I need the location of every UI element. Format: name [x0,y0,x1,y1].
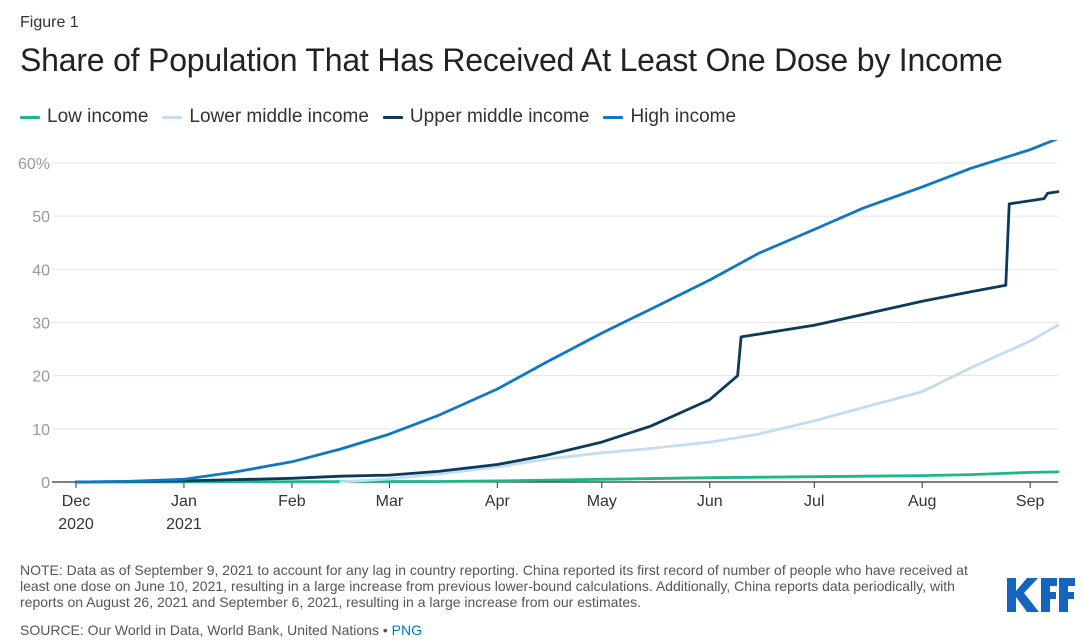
x-tick-label-sep: Sep [1016,493,1045,510]
y-tick-label-10: 10 [32,422,50,439]
x-tick-label-jan: Jan [171,493,197,510]
x-tick-label-jun: Jun [697,493,723,510]
x-tick-label-dec: Dec [62,493,90,510]
x-tick-label-apr: Apr [485,493,511,510]
x-tick-label-feb: Feb [278,493,306,510]
series-line-lower-middle-income [339,323,1060,484]
legend-item-upper-middle-income: Upper middle income [382,106,590,128]
chart-plot: 0 10 20 30 40 50 60% Dec 2020 Jan 2021 Feb Mar Apr May… [18,140,1060,533]
y-tick-label-60: 60% [18,156,50,173]
y-tick-label-50: 50 [32,209,50,226]
legend-label-upper-middle-income: Upper middle income [409,106,590,127]
series-line-low-income [74,470,1060,484]
png-download-link[interactable]: PNG [391,622,422,638]
x-tick-label-aug: Aug [908,493,936,510]
legend-swatch-high-income [603,115,624,119]
y-tick-label-40: 40 [32,262,50,279]
y-tick-label-30: 30 [32,316,50,333]
legend-item-high-income: High income [603,106,736,128]
x-tick-label-mar: Mar [376,493,404,510]
x-tick-year-2021: 2021 [166,516,202,533]
legend-swatch-upper-middle-income [382,115,403,119]
legend-swatch-low-income [20,115,40,119]
x-tick-label-may: May [587,493,617,510]
series-line-upper-middle-income [74,190,1060,484]
kff-logo [1007,578,1075,612]
source-text: SOURCE: Our World in Data, World Bank, U… [20,622,388,638]
chart-note: NOTE: Data as of September 9, 2021 to ac… [20,562,968,610]
legend-item-lower-middle-income: Lower middle income [162,106,369,128]
legend-item-low-income: Low income [20,106,148,128]
y-tick-label-0: 0 [41,475,50,492]
series-line-high-income [74,140,1059,484]
chart-source: SOURCE: Our World in Data, World Bank, U… [20,622,422,638]
legend-label-low-income: Low income [47,106,149,127]
legend-label-high-income: High income [630,106,737,127]
chart-title: Share of Population That Has Received At… [20,42,1003,78]
chart-legend: Low income Lower middle income Upper mid… [20,106,750,128]
y-tick-label-20: 20 [32,369,50,386]
figure-label: Figure 1 [20,14,79,31]
x-tick-label-jul: Jul [804,493,824,510]
x-tick-year-2020: 2020 [58,516,94,533]
legend-swatch-lower-middle-income [162,115,183,119]
legend-label-lower-middle-income: Lower middle income [189,106,369,127]
